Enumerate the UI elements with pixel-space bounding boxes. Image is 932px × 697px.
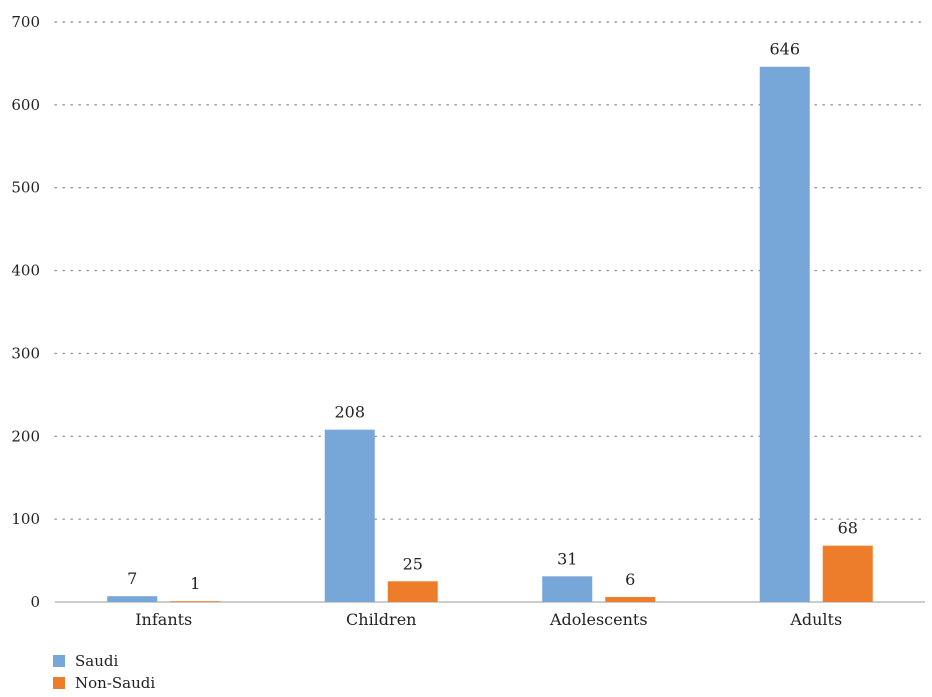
bar-non-saudi-adolescents: [605, 597, 656, 602]
category-labels: Infants Children Adolescents Adults: [135, 610, 842, 629]
y-tick-label-300: 300: [11, 344, 40, 362]
y-tick-label-200: 200: [11, 427, 40, 445]
y-tick-label-500: 500: [11, 179, 40, 197]
value-label-saudi-children: 208: [334, 403, 365, 422]
legend-label-saudi: Saudi: [75, 652, 119, 670]
bar-non-saudi-infants: [170, 601, 221, 602]
bar-saudi-infants: [107, 596, 158, 602]
x-tick-label-children: Children: [346, 610, 416, 629]
bars: [107, 66, 873, 602]
y-tick-label-400: 400: [11, 262, 40, 280]
x-tick-label-adults: Adults: [789, 610, 842, 629]
bar-saudi-adults: [759, 66, 810, 602]
bar-saudi-children: [324, 429, 375, 602]
value-label-non-saudi-adolescents: 6: [625, 570, 635, 589]
legend-swatch-saudi: [53, 655, 65, 667]
x-tick-label-infants: Infants: [135, 610, 192, 629]
bar-saudi-adolescents: [542, 576, 593, 602]
value-label-saudi-adolescents: 31: [557, 549, 577, 568]
y-tick-label-700: 700: [11, 13, 40, 31]
y-axis-ticks: 0 100 200 300 400 500 600 700: [11, 13, 40, 611]
value-label-non-saudi-adults: 68: [838, 519, 858, 538]
legend-item-non-saudi: Non-Saudi: [53, 672, 155, 694]
value-labels: 7 1 208 25 31 6 646 68: [127, 40, 858, 593]
bar-non-saudi-children: [387, 581, 438, 602]
value-label-saudi-adults: 646: [769, 40, 800, 59]
y-tick-label-100: 100: [11, 510, 40, 528]
value-label-non-saudi-children: 25: [403, 554, 423, 573]
value-label-saudi-infants: 7: [127, 569, 137, 588]
value-label-non-saudi-infants: 1: [190, 574, 200, 593]
x-tick-label-adolescents: Adolescents: [549, 610, 648, 629]
legend-swatch-non-saudi: [53, 677, 65, 689]
y-tick-label-0: 0: [30, 593, 40, 611]
legend-item-saudi: Saudi: [53, 650, 155, 672]
bar-non-saudi-adults: [822, 545, 873, 602]
legend: Saudi Non-Saudi: [53, 650, 155, 694]
legend-label-non-saudi: Non-Saudi: [75, 674, 156, 692]
y-tick-label-600: 600: [11, 96, 40, 114]
gridlines: [54, 21, 926, 520]
